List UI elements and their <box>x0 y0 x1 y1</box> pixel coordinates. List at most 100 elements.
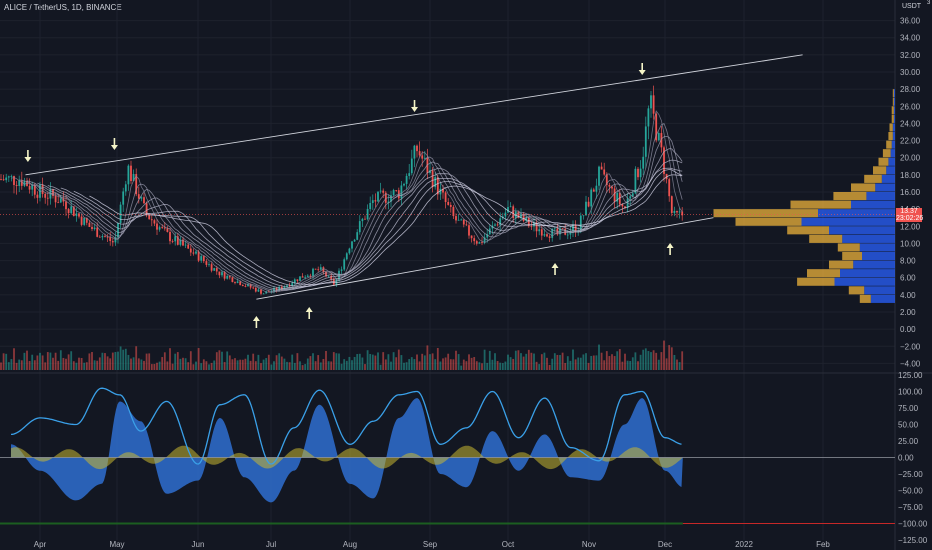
volume-bar <box>254 361 257 370</box>
candle-body <box>314 268 317 270</box>
candle-body <box>600 166 603 170</box>
candle-body <box>496 224 499 226</box>
moving-average-line <box>47 159 683 290</box>
candle-body <box>322 267 325 272</box>
candle-body <box>403 183 405 186</box>
candle-body <box>140 197 143 199</box>
volume-profile-up-bar <box>875 183 895 192</box>
candle-body <box>590 189 593 207</box>
volume-bar <box>442 358 444 370</box>
volume-bar <box>538 364 541 370</box>
volume-profile-down-bar <box>891 114 894 123</box>
candle-body <box>405 175 408 184</box>
volume-bar <box>598 344 600 370</box>
moving-average-line <box>37 148 683 291</box>
volume-bar <box>202 359 205 370</box>
volume-bar <box>397 349 400 370</box>
candle-body <box>423 157 426 159</box>
volume-bar <box>317 355 320 370</box>
volume-bar <box>587 362 590 370</box>
volume-bar <box>416 354 418 370</box>
volume-bar <box>481 363 483 370</box>
price-axis-label: 20.00 <box>900 154 921 163</box>
volume-bar <box>512 358 515 370</box>
volume-bar <box>111 352 114 370</box>
volume-bar <box>449 359 452 370</box>
candle-body <box>587 201 590 207</box>
volume-bar <box>247 354 249 370</box>
volume-bar <box>657 359 660 370</box>
candle-body <box>356 232 359 240</box>
candle-body <box>52 189 54 196</box>
candle-body <box>169 231 171 242</box>
volume-bar <box>343 359 346 370</box>
candle-body <box>657 133 660 141</box>
oscillator-axis-label: −125.00 <box>898 536 928 545</box>
candle-body <box>20 180 23 186</box>
candle-body <box>364 218 366 220</box>
volume-bar <box>0 362 2 370</box>
volume-bar <box>200 363 203 370</box>
candle-body <box>252 287 255 289</box>
volume-bar <box>644 348 647 370</box>
oscillator-axis-label: 125.00 <box>898 371 923 380</box>
candle-body <box>535 222 538 232</box>
volume-bar <box>395 357 398 370</box>
volume-bar <box>109 358 112 370</box>
candle-body <box>273 287 275 292</box>
volume-profile-up-bar <box>893 97 895 106</box>
volume-bar <box>540 354 543 370</box>
volume-bar <box>579 357 582 370</box>
currency-superscript: 3 <box>927 0 931 6</box>
bar-countdown: 23:02:26 <box>896 215 924 222</box>
candle-body <box>59 198 62 203</box>
candle-body <box>579 215 582 231</box>
volume-profile-up-bar <box>870 294 895 303</box>
candle-body <box>478 242 481 244</box>
volume-bar <box>140 359 143 370</box>
volume-bar <box>10 359 13 370</box>
volume-bar <box>192 364 195 370</box>
candle-body <box>184 244 187 246</box>
candle-body <box>189 248 192 253</box>
volume-bar <box>325 350 327 370</box>
volume-bar <box>491 359 494 370</box>
candle-body <box>639 168 642 178</box>
candle-body <box>46 197 49 199</box>
price-axis-label: 10.00 <box>900 239 921 248</box>
volume-bar <box>231 359 234 370</box>
volume-bar <box>278 353 281 370</box>
volume-bar <box>470 357 473 370</box>
volume-bar <box>124 348 127 370</box>
candle-body <box>174 236 177 242</box>
volume-bar <box>358 353 361 370</box>
candle-body <box>507 207 509 213</box>
volume-bar <box>249 360 252 370</box>
volume-bar <box>379 364 382 370</box>
volume-profile-down-bar <box>891 106 894 115</box>
up-arrow-icon <box>666 243 674 255</box>
volume-bar <box>13 348 15 370</box>
volume-bar <box>5 353 8 370</box>
candle-body <box>319 267 322 270</box>
volume-bar <box>65 358 67 370</box>
candle-body <box>358 221 361 233</box>
volume-bar <box>509 357 512 370</box>
volume-bar <box>252 353 255 370</box>
volume-profile-up-bar <box>890 149 895 158</box>
volume-profile-down-bar <box>837 243 860 252</box>
volume-bar <box>543 352 546 370</box>
candle-body <box>642 156 645 169</box>
candle-body <box>244 286 247 287</box>
candle-body <box>241 285 244 287</box>
volume-bar <box>291 354 294 370</box>
volume-bar <box>83 362 86 370</box>
candle-body <box>434 177 437 188</box>
candle-body <box>231 277 234 283</box>
volume-bar <box>338 353 340 370</box>
volume-bar <box>340 363 343 370</box>
volume-bar <box>410 357 413 370</box>
volume-bar <box>260 363 262 370</box>
volume-bar <box>145 353 148 370</box>
